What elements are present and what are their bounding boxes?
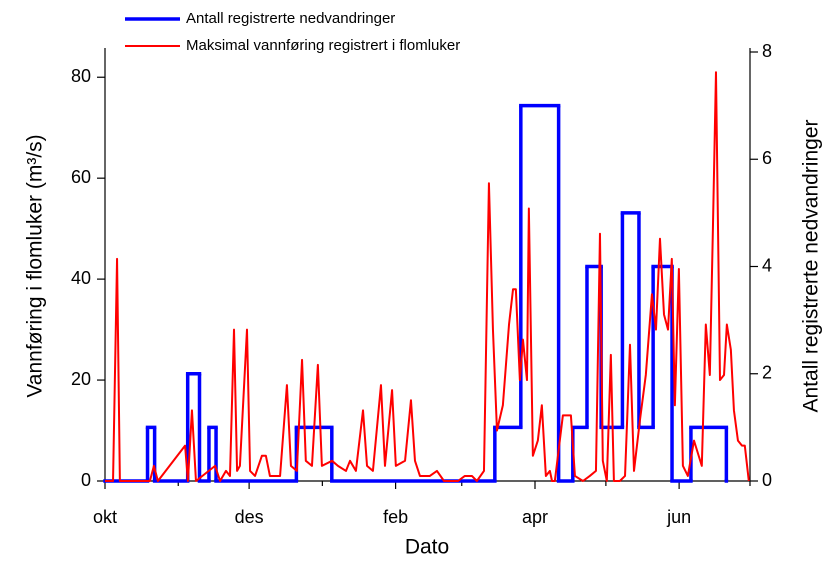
y2-tick-label: 0 — [762, 470, 772, 490]
y2-tick-label: 4 — [762, 255, 772, 275]
y-tick-label: 60 — [71, 167, 91, 187]
x-axis-title: Dato — [405, 536, 449, 559]
line — [105, 71, 750, 482]
y2-tick-label: 2 — [762, 363, 772, 383]
y-tick-label: 0 — [81, 470, 91, 490]
x-tick-label: jun — [666, 507, 691, 527]
y-tick-label: 80 — [71, 66, 91, 86]
legend-label: Antall registrerte nedvandringer — [186, 10, 395, 27]
y-tick-label: 20 — [71, 369, 91, 389]
y-axis-title: Vannføring i flomluker (m³/s) — [24, 134, 47, 397]
y-tick-label: 40 — [71, 268, 91, 288]
y2-tick-label: 8 — [762, 41, 772, 61]
y2-tick-label: 6 — [762, 148, 772, 168]
x-tick-label: feb — [383, 507, 408, 527]
y2-axis-title: Antall registrerte nedvandringer — [800, 119, 823, 412]
legend-label: Maksimal vannføring registrert i flomluk… — [186, 37, 460, 54]
x-tick-label: okt — [93, 507, 117, 527]
x-tick-label: des — [235, 507, 264, 527]
x-tick-label: apr — [522, 507, 548, 527]
